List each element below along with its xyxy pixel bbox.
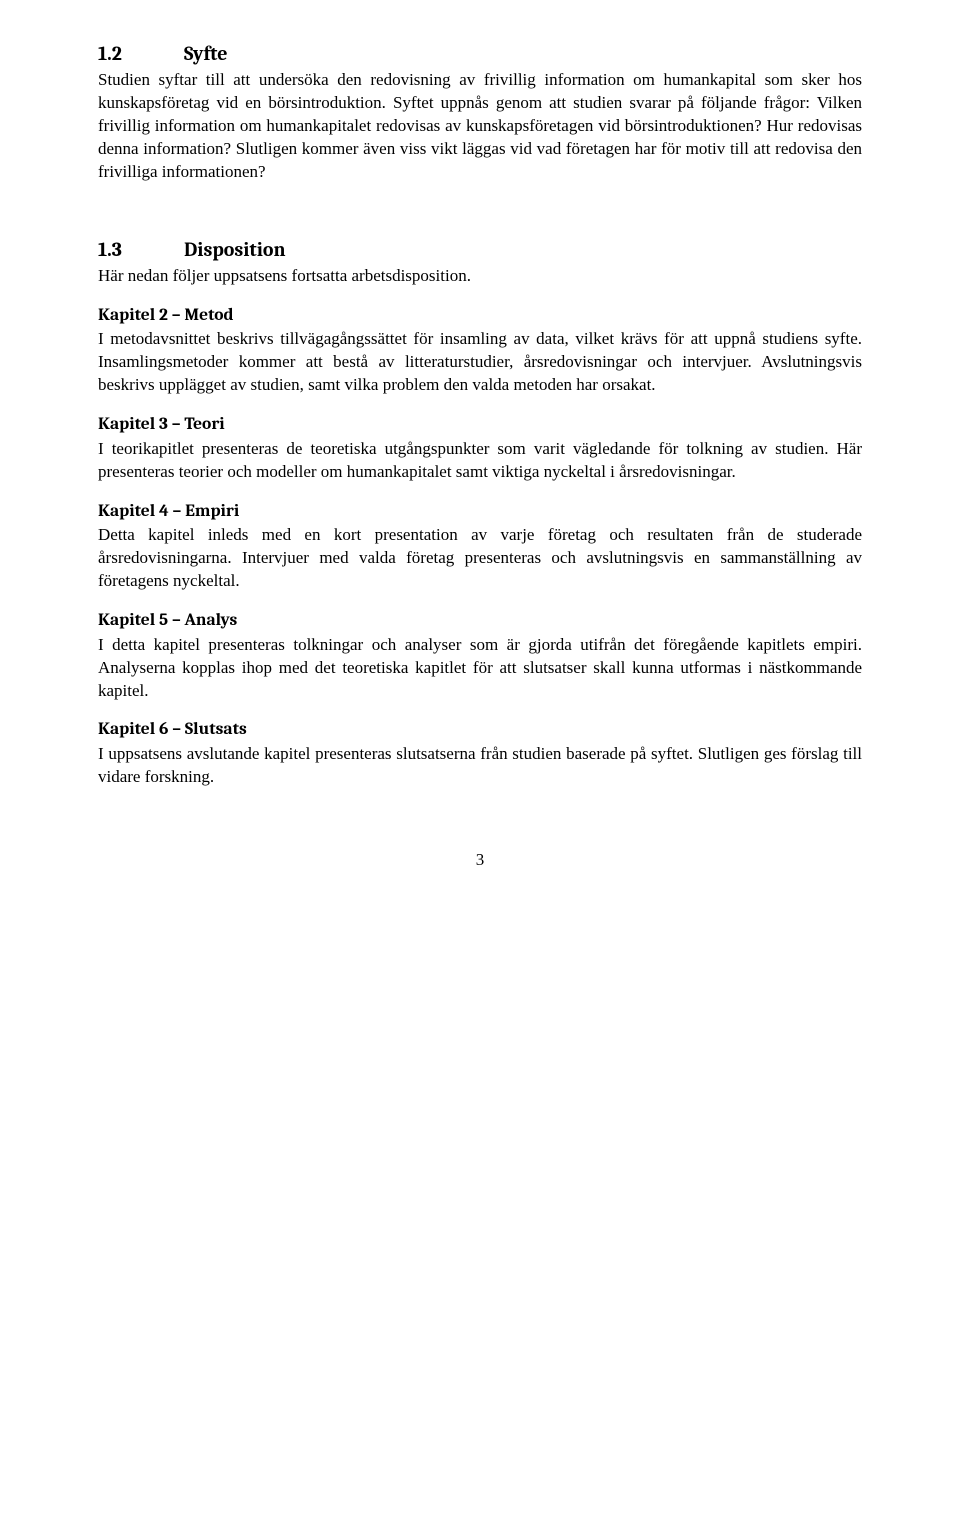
chapter-title-empiri: Kapitel 4 – Empiri (98, 500, 862, 524)
chapter-title-teori: Kapitel 3 – Teori (98, 413, 862, 437)
section-title: Syfte (184, 42, 227, 65)
section-number: 1.2 (98, 40, 184, 67)
section-gap (98, 202, 862, 236)
chapter-body-teori: I teorikapitlet presenteras de teoretisk… (98, 438, 862, 484)
disposition-intro: Här nedan följer uppsatsens fortsatta ar… (98, 265, 862, 288)
chapter-body-metod: I metodavsnittet beskrivs tillvägagångss… (98, 328, 862, 397)
chapter-title-analys: Kapitel 5 – Analys (98, 609, 862, 633)
chapter-body-empiri: Detta kapitel inleds med en kort present… (98, 524, 862, 593)
syfte-paragraph: Studien syftar till att undersöka den re… (98, 69, 862, 184)
chapter-body-slutsats: I uppsatsens avslutande kapitel presente… (98, 743, 862, 789)
section-heading-disposition: 1.3Disposition (98, 236, 862, 263)
page-number: 3 (98, 849, 862, 872)
section-title: Disposition (184, 238, 286, 261)
section-heading-syfte: 1.2Syfte (98, 40, 862, 67)
section-number: 1.3 (98, 236, 184, 263)
chapter-title-slutsats: Kapitel 6 – Slutsats (98, 718, 862, 742)
chapter-title-metod: Kapitel 2 – Metod (98, 304, 862, 328)
chapter-body-analys: I detta kapitel presenteras tolkningar o… (98, 634, 862, 703)
